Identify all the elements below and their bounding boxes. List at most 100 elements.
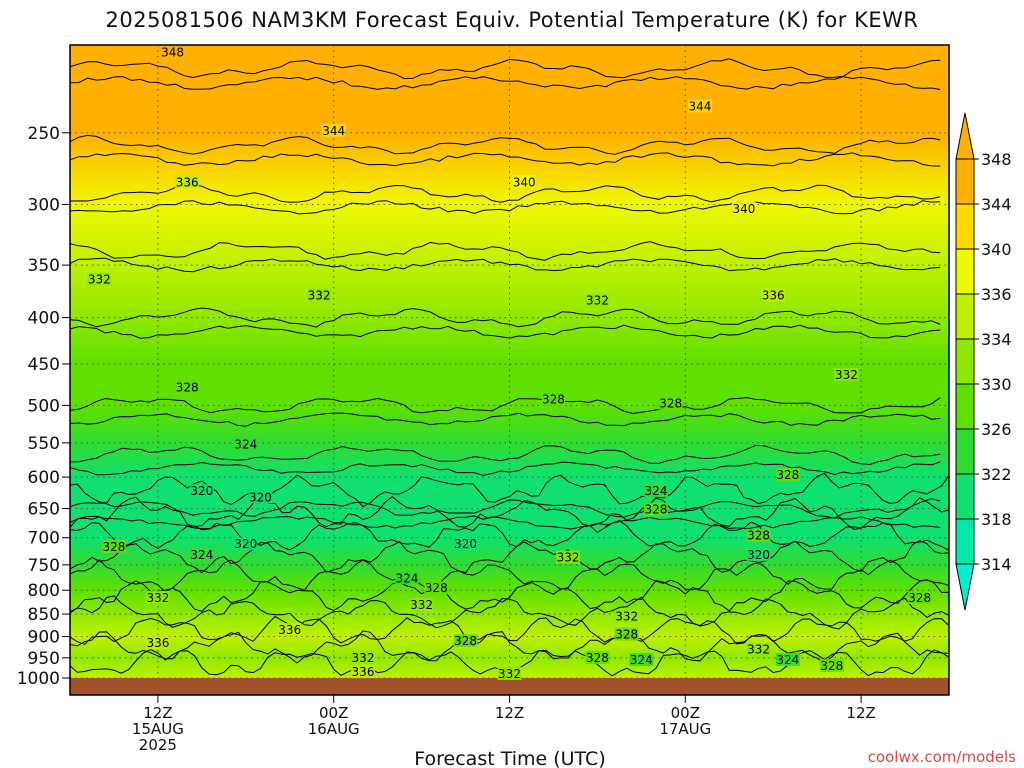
contour-label-bg	[512, 175, 537, 189]
contour-label-bg	[87, 272, 112, 286]
contour-label-bg	[541, 392, 566, 406]
contour-label: 328	[747, 529, 770, 543]
contour-line	[70, 539, 949, 574]
y-tick-label: 900	[28, 628, 60, 648]
y-tick-label: 800	[28, 581, 60, 601]
contour-label-bg	[585, 650, 610, 664]
y-tick-label: 750	[28, 556, 60, 576]
colorbar-label: 334	[981, 330, 1012, 349]
contour-line	[70, 520, 949, 551]
y-tick-label: 600	[28, 468, 60, 488]
contour-label: 328	[425, 581, 448, 595]
x-tick-label: 12Z	[846, 704, 875, 722]
credit-link[interactable]: coolwx.com/models	[867, 748, 1016, 766]
contour-label-bg	[321, 123, 346, 137]
contour-label: 324	[645, 484, 668, 498]
contour-label: 332	[557, 551, 580, 565]
contour-label-bg	[351, 650, 375, 664]
colorbar-label: 326	[981, 420, 1012, 439]
contour-label-bg	[145, 636, 170, 650]
contour-line	[70, 461, 941, 476]
contour-label: 328	[776, 468, 799, 482]
colorbar-segment	[955, 428, 975, 475]
x-tick-label: 00Z	[671, 704, 700, 722]
contour-label: 336	[146, 636, 169, 650]
contour-label: 324	[630, 653, 653, 667]
contour-line	[70, 182, 941, 203]
contour-label: 332	[586, 294, 609, 308]
colorbar-segment	[955, 383, 975, 430]
contour-label-bg	[175, 380, 200, 394]
contour-label-bg	[351, 665, 375, 679]
contour-line	[70, 257, 941, 273]
colorbar-segment	[955, 248, 975, 295]
colorbar-segment	[955, 518, 975, 565]
contour-label: 336	[352, 665, 375, 679]
contour-line	[70, 495, 949, 530]
contour-label-bg	[644, 502, 668, 516]
contour-label: 332	[498, 667, 521, 681]
y-tick-label: 400	[28, 309, 60, 329]
x-tick-label: 16AUG	[308, 720, 360, 738]
contour-label: 344	[688, 99, 711, 113]
contour-label: 336	[762, 288, 785, 302]
y-tick-label: 650	[28, 500, 60, 520]
y-tick-label: 950	[28, 649, 60, 669]
contour-label-bg	[819, 659, 844, 673]
contour-label-bg	[775, 652, 800, 666]
contour-label: 324	[234, 437, 257, 451]
contour-label-bg	[731, 201, 756, 215]
contour-label-bg	[834, 367, 859, 381]
contour-line	[70, 134, 941, 155]
contour-line	[70, 559, 949, 593]
contour-label-bg	[394, 571, 419, 585]
contour-line	[70, 498, 941, 519]
contour-label: 324	[190, 548, 213, 562]
contour-label: 332	[146, 591, 169, 605]
y-tick-label: 450	[28, 355, 60, 375]
contour-label: 336	[176, 175, 199, 189]
contour-label: 320	[747, 548, 770, 562]
contour-line	[70, 579, 949, 613]
contour-label: 320	[234, 537, 257, 551]
contour-label: 320	[454, 537, 477, 551]
contour-label: 324	[395, 571, 418, 585]
contour-line	[70, 595, 949, 630]
y-tick-label: 550	[28, 434, 60, 454]
contour-line	[70, 444, 941, 466]
contour-line	[70, 615, 949, 645]
y-tick-label: 250	[28, 124, 60, 144]
y-tick-label: 350	[28, 256, 60, 276]
y-tick-label: 700	[28, 529, 60, 549]
contour-label-bg	[629, 652, 654, 666]
contour-label-bg	[644, 484, 668, 498]
contour-label: 348	[161, 46, 184, 60]
x-tick-label: 00Z	[319, 704, 348, 722]
contour-label: 336	[278, 623, 301, 637]
contour-label-bg	[233, 437, 258, 451]
contour-label: 332	[410, 598, 433, 612]
contour-label-bg	[614, 627, 639, 641]
contour-label-bg	[233, 537, 258, 551]
contour-line	[70, 76, 941, 90]
contour-line	[70, 515, 941, 530]
contour-line	[70, 200, 941, 215]
colorbar-extend-top	[955, 112, 975, 160]
contour-label-bg	[160, 45, 185, 59]
contour-line	[70, 152, 941, 167]
contour-label: 328	[454, 634, 477, 648]
x-tick-label: 12Z	[495, 704, 524, 722]
contour-label: 328	[615, 628, 638, 642]
contour-label-bg	[424, 581, 449, 595]
contour-label: 332	[308, 288, 331, 302]
contour-line	[70, 397, 941, 415]
contour-line	[70, 630, 949, 664]
contour-label-bg	[761, 288, 786, 302]
contour-label-bg	[453, 634, 478, 648]
contour-label: 328	[542, 392, 565, 406]
contour-line	[70, 241, 941, 261]
chart-title: 2025081506 NAM3KM Forecast Equiv. Potent…	[105, 8, 919, 32]
contour-label: 320	[190, 484, 213, 498]
